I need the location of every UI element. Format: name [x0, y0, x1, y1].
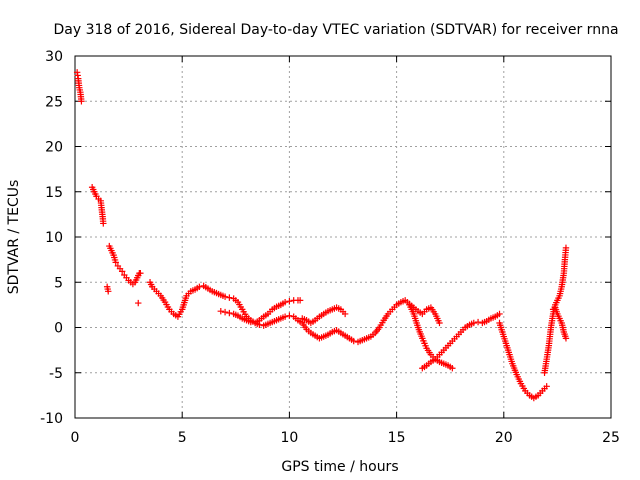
y-tick-label: 15: [45, 185, 63, 201]
data-point: [286, 298, 293, 305]
data-point: [543, 383, 550, 390]
data-point: [105, 288, 112, 295]
y-tick-label: 30: [45, 49, 63, 65]
data-point: [474, 318, 482, 326]
data-point: [137, 270, 144, 277]
data-point: [281, 313, 289, 320]
data-point: [78, 98, 85, 105]
x-tick-label: 15: [388, 430, 406, 446]
y-axis-title: SDTVAR / TECUs: [6, 180, 22, 295]
data-point: [100, 220, 107, 227]
data-point: [341, 310, 349, 318]
grid: [75, 56, 611, 418]
x-tick-label: 20: [495, 430, 513, 446]
x-tick-label: 10: [280, 430, 298, 446]
x-tick-label: 25: [602, 430, 620, 446]
data-point: [217, 308, 224, 315]
x-tick-label: 5: [178, 430, 187, 446]
data-point: [135, 299, 142, 307]
data-point: [470, 319, 477, 327]
data-point: [436, 319, 443, 327]
y-tick-label: 5: [54, 275, 63, 291]
y-tick-label: 0: [54, 321, 63, 337]
data-point: [226, 294, 233, 301]
data-point: [296, 297, 304, 304]
y-tick-label: 25: [45, 94, 63, 110]
data-markers: [73, 69, 570, 402]
data-point: [118, 268, 126, 275]
data-point: [112, 259, 119, 266]
data-point: [221, 293, 229, 300]
data-point: [562, 244, 570, 252]
data-point: [281, 298, 289, 306]
y-tick-label: -10: [40, 411, 63, 427]
data-point: [562, 335, 570, 342]
data-point: [496, 310, 503, 318]
chart-title: Day 318 of 2016, Sidereal Day-to-day VTE…: [53, 22, 618, 38]
data-point: [196, 283, 203, 290]
data-point: [247, 318, 255, 326]
axis-ticks: 0 5 10 15 20 25 -10 -5 0 5 10 15 20 25 30: [40, 49, 620, 446]
data-point: [226, 309, 233, 317]
data-point: [350, 337, 357, 345]
data-point: [256, 321, 263, 328]
y-tick-label: 10: [45, 230, 63, 246]
data-point: [286, 312, 293, 319]
x-tick-label: 0: [71, 430, 80, 446]
y-tick-label: -5: [49, 366, 63, 382]
data-point: [449, 365, 456, 372]
y-tick-label: 20: [45, 140, 63, 156]
data-point: [221, 308, 229, 316]
x-axis-title: GPS time / hours: [281, 459, 398, 475]
